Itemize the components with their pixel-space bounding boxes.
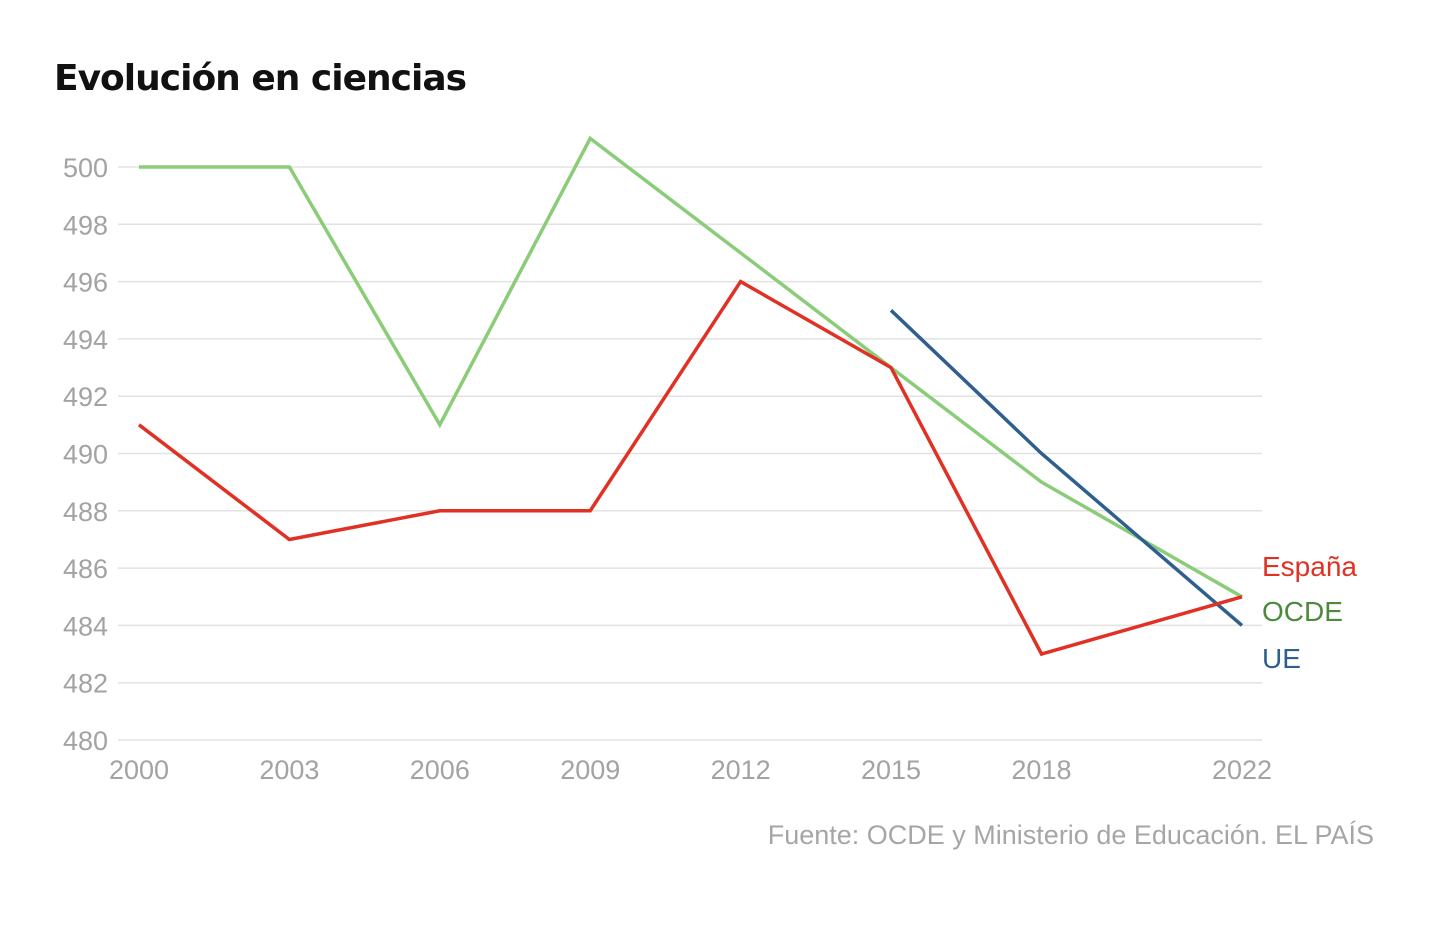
y-tick-label: 488 — [63, 497, 108, 527]
x-tick-label: 2009 — [560, 755, 620, 785]
series-label-espaa: España — [1262, 551, 1357, 582]
series-label-ue: UE — [1262, 643, 1301, 674]
chart-title: Evolución en ciencias — [54, 58, 467, 99]
y-tick-label: 484 — [63, 611, 108, 641]
x-tick-label: 2003 — [259, 755, 319, 785]
series-labels: España OCDE UE — [1262, 551, 1357, 674]
y-tick-label: 486 — [63, 554, 108, 584]
y-tick-label: 490 — [63, 440, 108, 470]
gridlines — [118, 166, 1262, 741]
series-label-ocde: OCDE — [1262, 596, 1343, 627]
y-tick-label: 492 — [63, 382, 108, 412]
series-line-ue — [889, 309, 1244, 627]
series-lines — [137, 135, 1244, 657]
x-tick-label: 2018 — [1011, 755, 1071, 785]
series-line-espaa — [137, 279, 1243, 657]
series-line-ocde — [139, 135, 1243, 599]
y-tick-label: 500 — [63, 153, 108, 183]
source-note: Fuente: OCDE y Ministerio de Educación. … — [767, 820, 1374, 850]
y-tick-label: 498 — [63, 210, 108, 240]
y-tick-label: 496 — [63, 268, 108, 298]
x-tick-label: 2015 — [861, 755, 921, 785]
y-tick-label: 480 — [63, 726, 108, 756]
x-tick-label: 2022 — [1212, 755, 1272, 785]
x-tick-label: 2006 — [410, 755, 470, 785]
y-tick-label: 482 — [63, 669, 108, 699]
x-tick-label: 2012 — [711, 755, 771, 785]
x-axis-ticks: 2000 2003 2006 2009 2012 2015 2018 2022 — [109, 755, 1272, 785]
y-axis-ticks: 480 482 484 486 488 490 492 494 496 498 500 — [63, 153, 108, 756]
y-tick-label: 494 — [63, 325, 108, 355]
x-tick-label: 2000 — [109, 755, 169, 785]
